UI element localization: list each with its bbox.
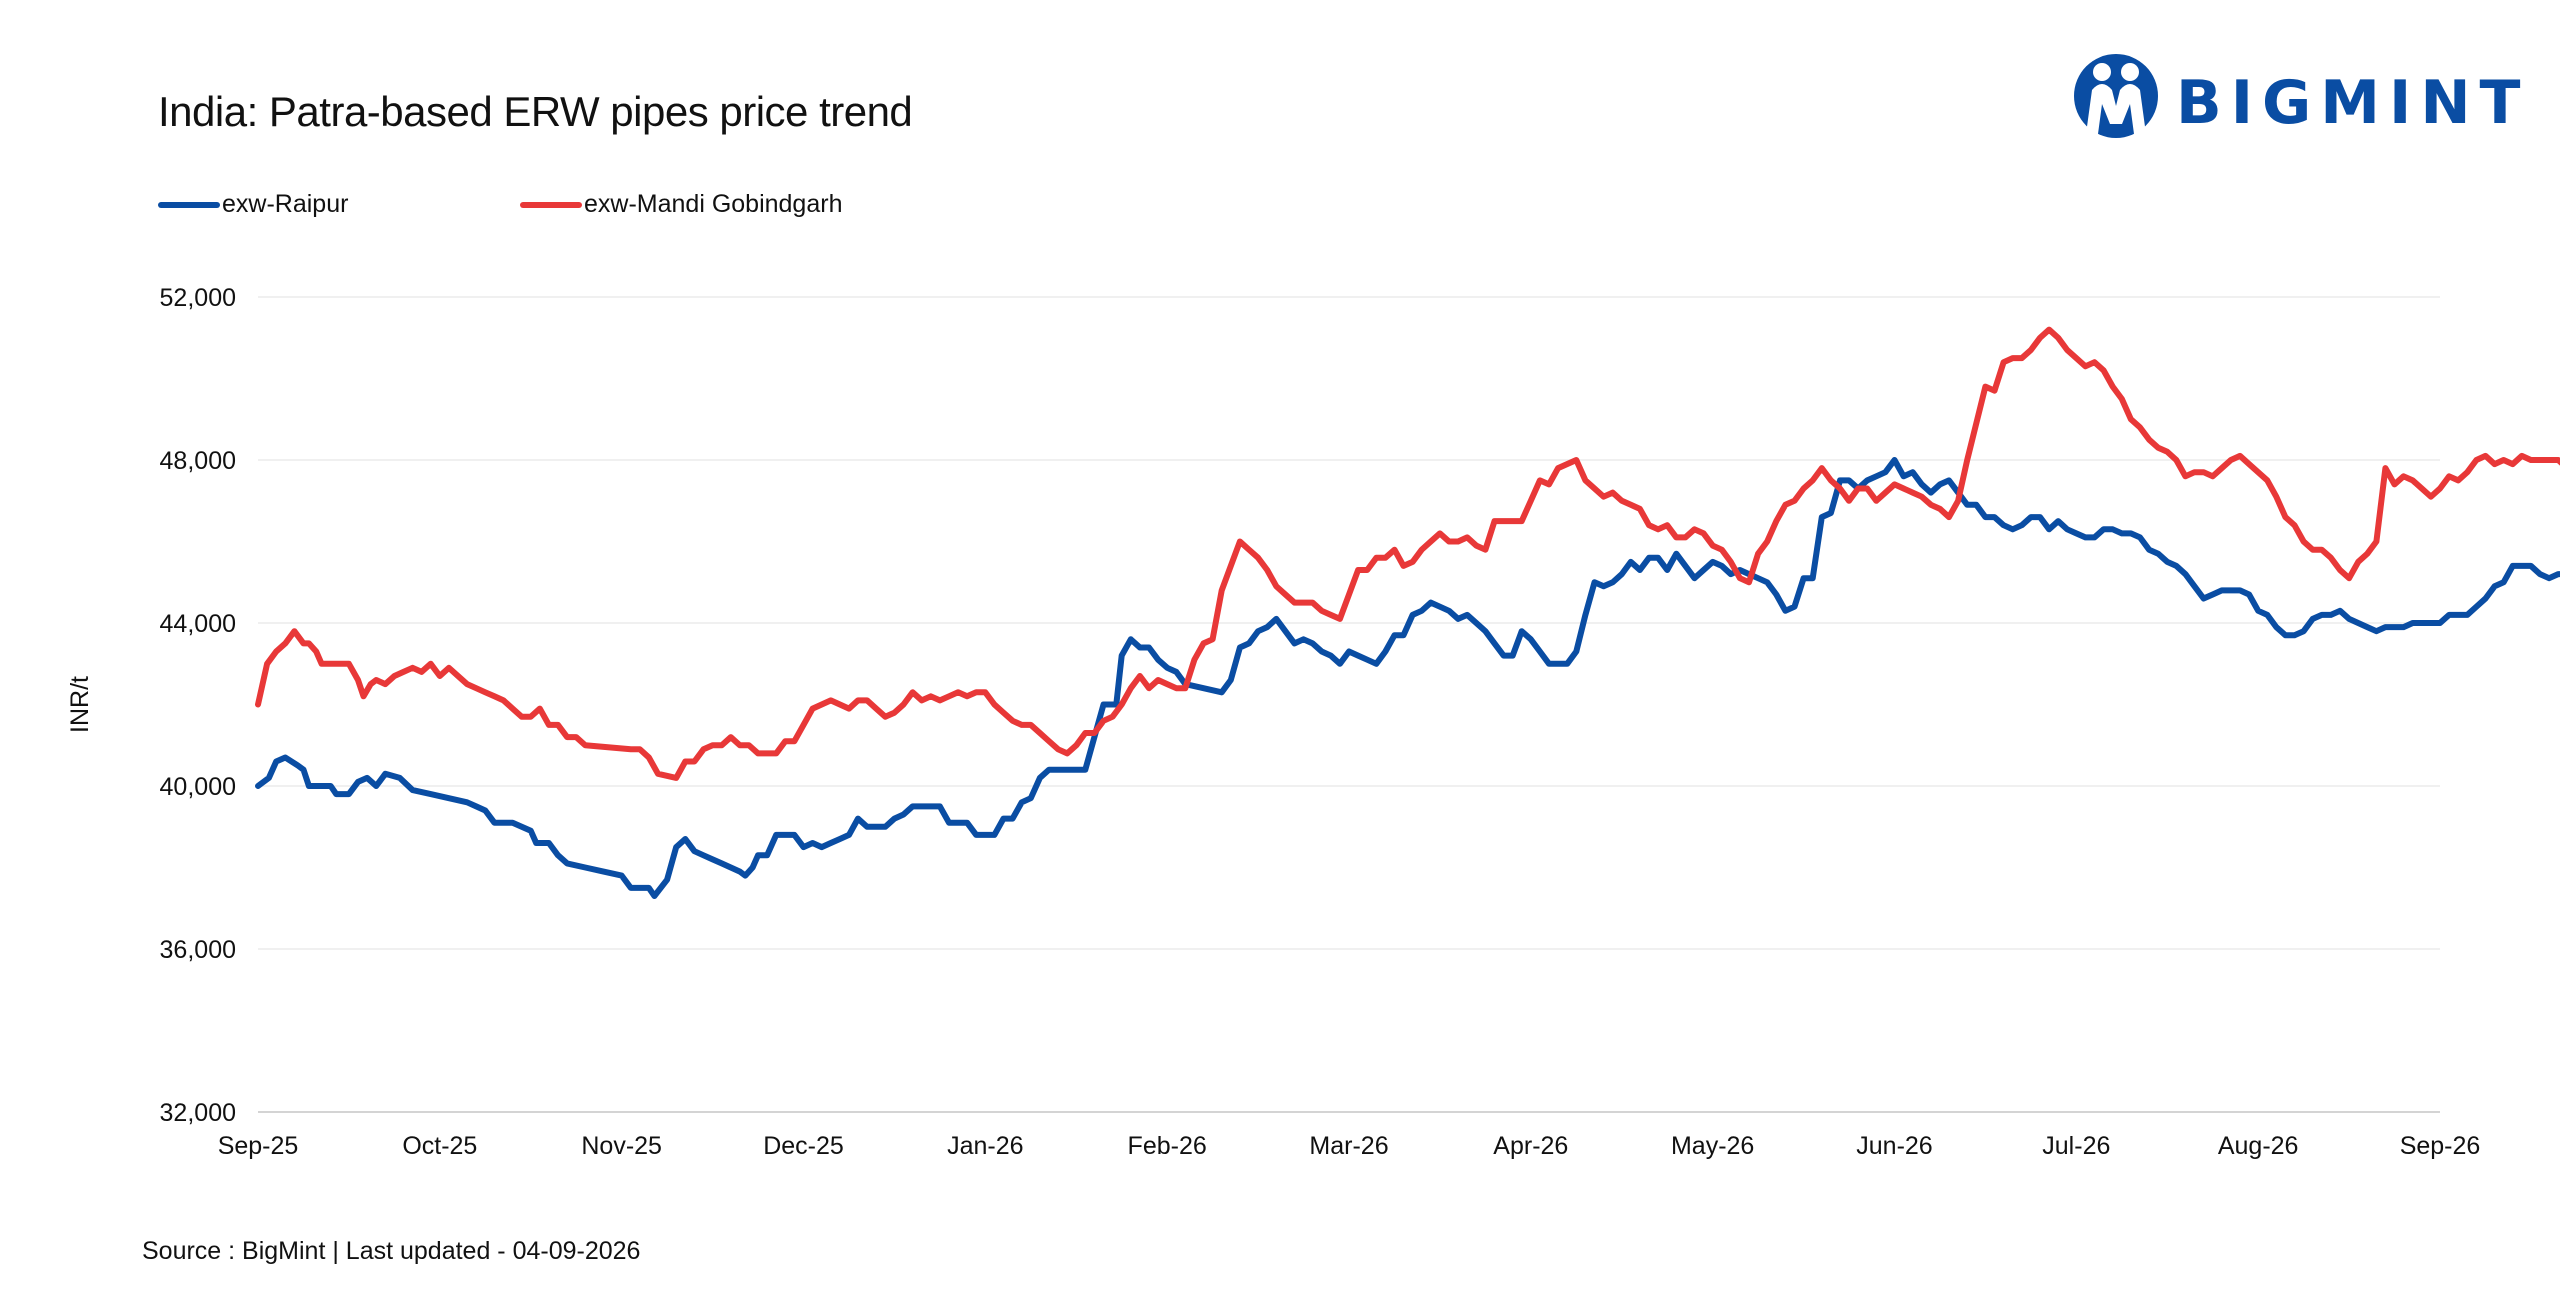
x-tick-label: Jan-26 [947, 1132, 1023, 1160]
source-note: Source : BigMint | Last updated - 04-09-… [142, 1237, 641, 1265]
brand-name: BIGMINT [2176, 68, 2530, 138]
x-tick-label: Oct-25 [402, 1132, 477, 1160]
legend-item-mandi-gobindgarh[interactable]: exw-Mandi Gobindgarh [520, 190, 842, 219]
y-tick-label: 32,000 [160, 1099, 236, 1127]
series-line-exw-raipur[interactable] [255, 399, 2560, 899]
chart-legend: exw-Raipur exw-Mandi Gobindgarh [158, 190, 1558, 230]
x-tick-label: May-26 [1671, 1132, 1754, 1160]
chart-series [255, 297, 2560, 899]
bigmint-emblem-icon [2074, 54, 2158, 138]
x-tick-label: Aug-26 [2218, 1132, 2299, 1160]
legend-item-raipur[interactable]: exw-Raipur [158, 190, 348, 219]
x-tick-label: Sep-26 [2400, 1132, 2481, 1160]
series-line-exw-mandi-gobindgarh[interactable] [255, 297, 2560, 781]
y-tick-label: 48,000 [160, 447, 236, 475]
x-tick-label: Mar-26 [1309, 1132, 1388, 1160]
y-tick-label: 44,000 [160, 610, 236, 638]
y-tick-label: 36,000 [160, 936, 236, 964]
x-tick-label: Nov-25 [581, 1132, 662, 1160]
x-tick-label: Feb-26 [1128, 1132, 1207, 1160]
y-tick-label: 40,000 [160, 773, 236, 801]
y-axis-label: INR/t [66, 676, 94, 733]
x-tick-label: Sep-25 [218, 1132, 299, 1160]
x-tick-label: Jun-26 [1856, 1132, 1932, 1160]
chart-gridlines [258, 296, 2440, 1113]
bigmint-logo: BIGMINT [2068, 48, 2520, 148]
x-tick-label: Dec-25 [763, 1132, 844, 1160]
legend-swatch-raipur [158, 201, 220, 208]
y-axis-ticks: 32,000 36,000 40,000 44,000 48,000 52,000 [160, 284, 236, 1127]
x-tick-label: Jul-26 [2042, 1132, 2110, 1160]
x-axis-ticks: Sep-25 Oct-25 Nov-25 Dec-25 Jan-26 Feb-26 Mar-… [218, 1132, 2481, 1160]
legend-label-raipur: exw-Raipur [222, 190, 349, 218]
legend-swatch-mandi-gobindgarh [520, 201, 582, 208]
y-tick-label: 52,000 [160, 284, 236, 312]
x-tick-label: Apr-26 [1493, 1132, 1568, 1160]
chart-title: India: Patra-based ERW pipes price trend [158, 88, 913, 135]
legend-label-mandi-gobindgarh: exw-Mandi Gobindgarh [584, 190, 843, 218]
